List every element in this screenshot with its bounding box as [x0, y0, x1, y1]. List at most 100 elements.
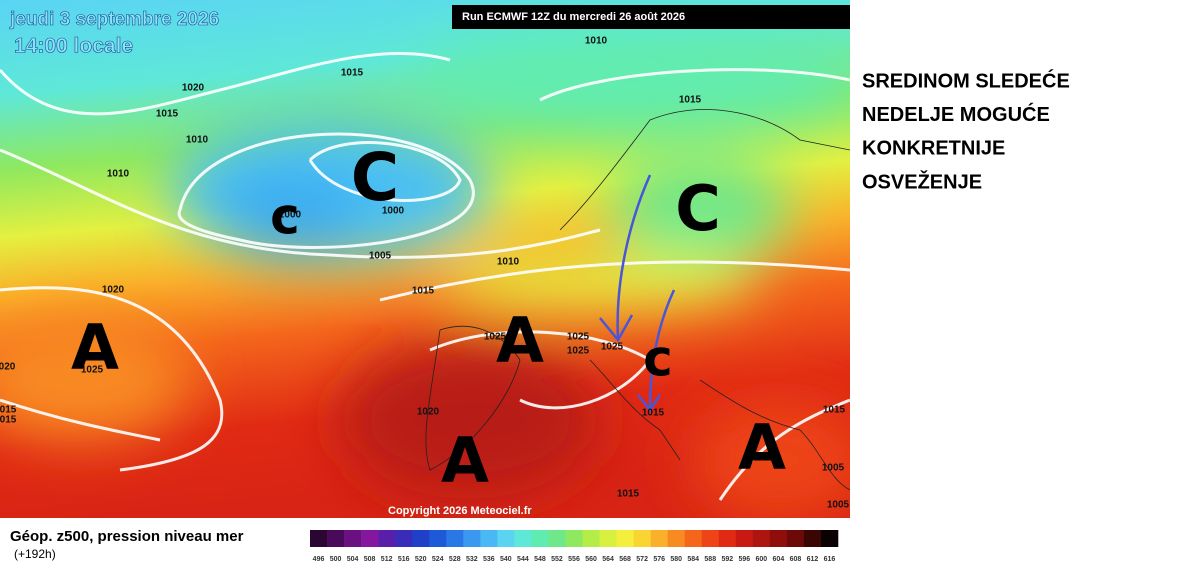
- isobar-label: 020: [0, 362, 16, 373]
- isobar-label: 1005: [827, 500, 850, 511]
- colorbar-label: 564: [602, 556, 614, 563]
- colorbar-label: 544: [517, 556, 529, 563]
- isobar-label: 1015: [156, 109, 179, 120]
- legend-lead: (+192h): [14, 547, 56, 561]
- isobar-label: 1025: [567, 346, 590, 357]
- colorbar-swatch: [820, 530, 839, 547]
- colorbar-swatch: [344, 530, 362, 547]
- isobar-label: 1000: [279, 210, 302, 221]
- colorbar-swatch: [599, 530, 617, 547]
- pressure-center: c: [270, 188, 300, 246]
- isobar-label: 1020: [102, 285, 125, 296]
- colorbar-label: 572: [636, 556, 648, 563]
- pressure-center: A: [738, 411, 786, 484]
- colorbar-label: 600: [756, 556, 768, 563]
- colorbar-swatch: [650, 530, 668, 547]
- colorbar-label: 576: [653, 556, 665, 563]
- colorbar-swatch: [769, 530, 788, 547]
- isobar-label: 1010: [107, 169, 130, 180]
- isobar-label: 1015: [823, 405, 846, 416]
- colorbar-label: 512: [381, 556, 393, 563]
- colorbar-label: 532: [466, 556, 478, 563]
- colorbar-swatch: [310, 530, 328, 547]
- colorbar-swatch: [395, 530, 413, 547]
- isobar-label: 1025: [601, 342, 624, 353]
- colorbar-swatch: [633, 530, 651, 547]
- colorbar-label: 556: [568, 556, 580, 563]
- colorbar-swatch: [735, 530, 754, 547]
- note-line: OSVEŽENJE: [862, 169, 982, 193]
- pressure-center: A: [71, 311, 119, 384]
- run-info: Run ECMWF 12Z du mercredi 26 août 2026: [462, 11, 685, 23]
- colorbar-label: 592: [721, 556, 733, 563]
- isobar-label: 1010: [497, 257, 520, 268]
- colorbar-label: 552: [551, 556, 563, 563]
- colorbar-swatch: [361, 530, 379, 547]
- isobar-label: 1000: [382, 206, 405, 217]
- isobar-label: 1010: [186, 135, 209, 146]
- colorbar-swatch: [616, 530, 634, 547]
- colorbar-swatch: [718, 530, 737, 547]
- colorbar-label: 516: [398, 556, 410, 563]
- note-line: NEDELJE MOGUĆE: [862, 102, 1050, 126]
- isobar-label: 1025: [567, 332, 590, 343]
- isobar-label: 1025: [81, 365, 104, 376]
- isobar-label: 1020: [417, 407, 440, 418]
- coastlines: [425, 109, 850, 491]
- colorbar-swatch: [327, 530, 345, 547]
- colorbar-swatch: [412, 530, 430, 547]
- colorbar-swatch: [548, 530, 566, 547]
- colorbar-label: 508: [364, 556, 376, 563]
- legend-title: Géop. z500, pression niveau mer: [10, 528, 244, 545]
- colorbar-label: 548: [534, 556, 546, 563]
- note-line: KONKRETNIJE: [862, 138, 1005, 160]
- colorbar-label: 588: [704, 556, 716, 563]
- map: 1010 1015 1020 1015 1010 1015 1010 1000 1000 1005…: [0, 0, 850, 518]
- colorbar-swatch: [463, 530, 481, 547]
- colorbar-label: 580: [670, 556, 682, 563]
- colorbar-label: 524: [432, 556, 444, 563]
- colorbar-label: 608: [790, 556, 802, 563]
- colorbar-swatch: [786, 530, 805, 547]
- colorbar: 496 500 504 508 512 516 520 524 528 532 536 540 544 5…: [310, 530, 839, 563]
- isobar-labels: 1010 1015 1020 1015 1010 1015 1010 1000 1000 1005…: [0, 36, 850, 511]
- colorbar-label: 604: [773, 556, 785, 563]
- copyright: Copyright 2026 Meteociel.fr: [388, 505, 532, 517]
- time: 14:00 locale: [14, 35, 133, 58]
- pressure-center: A: [441, 424, 489, 497]
- colorbar-swatch: [531, 530, 549, 547]
- colorbar-swatch: [446, 530, 464, 547]
- isobars: [0, 51, 850, 501]
- isobar-label: 1015: [679, 95, 702, 106]
- colorbar-swatch: [684, 530, 703, 547]
- colorbar-label: 500: [330, 556, 342, 563]
- colorbar-swatch: [701, 530, 720, 547]
- isobar-label: 1015: [617, 489, 640, 500]
- colorbar-label: 536: [483, 556, 495, 563]
- colorbar-swatch: [752, 530, 771, 547]
- isobar-label: 1015: [642, 408, 665, 419]
- pressure-center: C: [351, 139, 399, 216]
- colorbar-swatch: [514, 530, 532, 547]
- colorbar-swatch: [429, 530, 447, 547]
- colorbar-label: 616: [824, 556, 836, 563]
- isobar-label: 1025: [484, 332, 507, 343]
- colorbar-swatch: [565, 530, 583, 547]
- colorbar-label: 540: [500, 556, 512, 563]
- isobar-label: 015: [0, 415, 17, 426]
- pressure-center: c: [643, 330, 673, 388]
- colorbar-label: 568: [619, 556, 631, 563]
- colorbar-swatch: [497, 530, 515, 547]
- isobar-label: 1005: [369, 251, 392, 262]
- colorbar-label: 612: [807, 556, 819, 563]
- colorbar-swatch: [378, 530, 396, 547]
- note-line: SREDINOM SLEDEĆE: [862, 68, 1070, 92]
- colorbar-label: 496: [313, 556, 325, 563]
- colorbar-swatch: [803, 530, 822, 547]
- pressure-center: A: [496, 304, 544, 377]
- colorbar-label: 520: [415, 556, 427, 563]
- colorbar-swatch: [582, 530, 600, 547]
- isobar-label: 1015: [341, 68, 364, 79]
